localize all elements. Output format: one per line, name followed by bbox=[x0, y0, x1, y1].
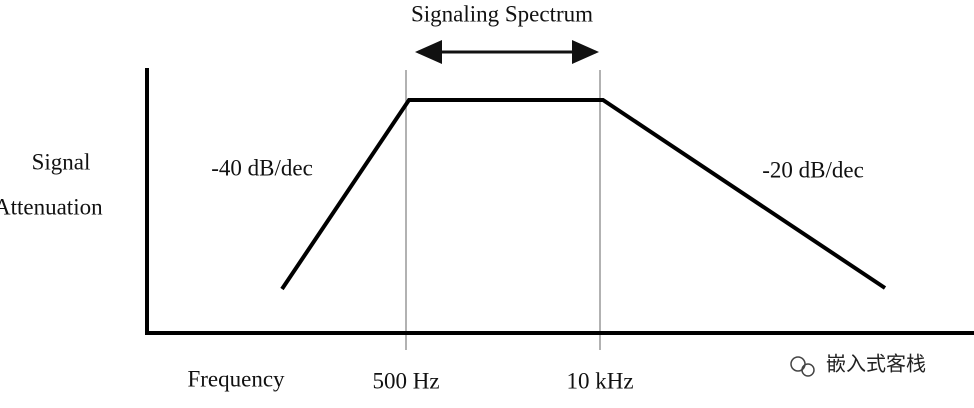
marker-label: 10 kHz bbox=[566, 368, 633, 393]
marker-label: 500 Hz bbox=[372, 368, 439, 393]
slope-label: -20 dB/dec bbox=[762, 157, 864, 182]
x-axis-label: Frequency bbox=[187, 366, 285, 391]
y-axis-label: Signal bbox=[32, 149, 91, 174]
y-axis-label: Attenuation bbox=[0, 194, 103, 219]
title: Signaling Spectrum bbox=[411, 1, 593, 26]
attenuation-curve bbox=[280, 98, 887, 291]
watermark: 嵌入式客栈 bbox=[826, 352, 926, 376]
slope-label: -40 dB/dec bbox=[211, 155, 313, 180]
watermark-icon bbox=[790, 356, 815, 377]
